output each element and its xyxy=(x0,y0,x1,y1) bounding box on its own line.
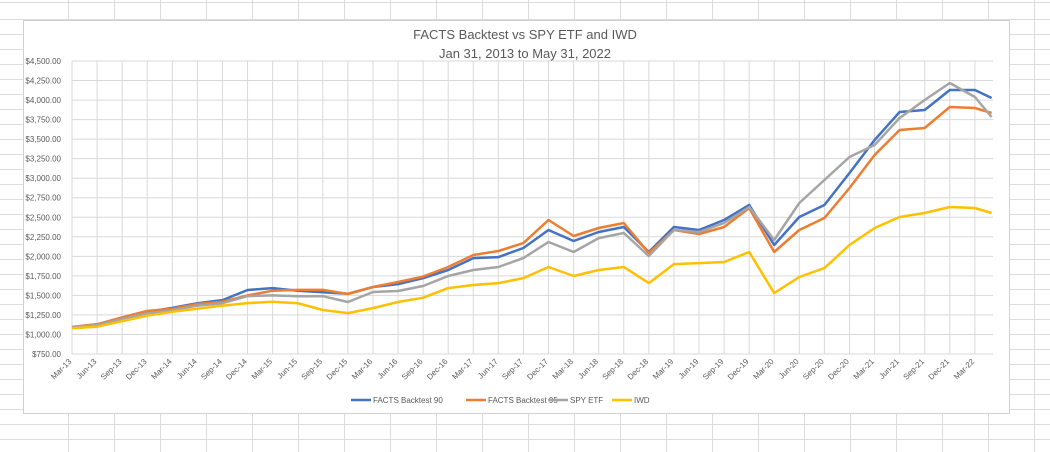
y-tick-label: $1,250.00 xyxy=(25,311,61,320)
x-tick-label: Dec-15 xyxy=(325,357,350,382)
x-tick-label: Dec-17 xyxy=(525,357,550,382)
legend-label: FACTS Backtest 90 xyxy=(373,396,443,405)
y-tick-label: $2,250.00 xyxy=(25,233,61,242)
y-tick-label: $3,250.00 xyxy=(25,155,61,164)
chart-subtitle: Jan 31, 2013 to May 31, 2022 xyxy=(439,46,611,61)
x-tick-label: Sep-17 xyxy=(500,357,525,382)
y-tick-label: $2,000.00 xyxy=(25,252,61,261)
y-tick-label: $2,750.00 xyxy=(25,194,61,203)
x-tick-label: Jun-15 xyxy=(275,357,299,381)
x-tick-label: Dec-20 xyxy=(826,357,851,382)
x-tick-label: Mar-20 xyxy=(751,357,776,382)
y-tick-label: $4,250.00 xyxy=(25,77,61,86)
x-tick-label: Dec-16 xyxy=(425,357,450,382)
x-tick-label: Dec-14 xyxy=(224,357,249,382)
chart-title: FACTS Backtest vs SPY ETF and IWD xyxy=(413,27,637,42)
x-tick-label: Sep-21 xyxy=(902,357,927,382)
legend-item[interactable]: IWD xyxy=(612,396,650,405)
x-tick-label: Dec-18 xyxy=(626,357,651,382)
x-tick-label: Sep-13 xyxy=(99,357,124,382)
y-tick-label: $2,500.00 xyxy=(25,213,61,222)
y-tick-label: $750.00 xyxy=(32,350,61,359)
x-tick-label: Jun-21 xyxy=(877,357,901,381)
x-tick-label: Sep-18 xyxy=(601,357,626,382)
x-tick-label: Dec-19 xyxy=(726,357,751,382)
x-tick-label: Jun-19 xyxy=(677,357,701,381)
y-tick-label: $4,500.00 xyxy=(25,57,61,66)
legend-item[interactable]: SPY ETF xyxy=(548,396,603,405)
x-tick-label: Dec-13 xyxy=(124,357,149,382)
x-tick-label: Dec-21 xyxy=(927,357,952,382)
x-tick-label: Jun-18 xyxy=(576,357,600,381)
x-tick-label: Jun-20 xyxy=(777,357,801,381)
x-tick-label: Jun-16 xyxy=(376,357,400,381)
x-tick-label: Sep-20 xyxy=(801,357,826,382)
y-tick-label: $4,000.00 xyxy=(25,96,61,105)
x-tick-label: Mar-16 xyxy=(350,357,375,382)
x-tick-label: Sep-14 xyxy=(199,357,224,382)
legend-label: IWD xyxy=(634,396,650,405)
x-tick-label: Mar-18 xyxy=(551,357,576,382)
y-tick-label: $3,000.00 xyxy=(25,174,61,183)
x-tick-label: Mar-15 xyxy=(250,357,275,382)
y-tick-label: $1,750.00 xyxy=(25,272,61,281)
x-tick-label: Mar-21 xyxy=(852,357,877,382)
series-line-facts-backtest-90 xyxy=(71,88,993,329)
legend-label: FACTS Backtest 95 xyxy=(488,396,558,405)
x-tick-label: Jun-13 xyxy=(75,357,99,381)
y-tick-label: $1,000.00 xyxy=(25,330,61,339)
series-line-facts-backtest-95 xyxy=(71,105,992,329)
series-line-spy-etf xyxy=(71,81,993,329)
x-tick-label: Sep-19 xyxy=(701,357,726,382)
legend-label: SPY ETF xyxy=(570,396,603,405)
x-tick-label: Mar-22 xyxy=(952,357,977,382)
x-tick-label: Jun-14 xyxy=(175,357,199,381)
x-tick-label: Jun-17 xyxy=(476,357,500,381)
legend-item[interactable]: FACTS Backtest 90 xyxy=(351,396,443,405)
x-tick-label: Sep-16 xyxy=(400,357,425,382)
y-tick-label: $1,500.00 xyxy=(25,291,61,300)
x-tick-label: Mar-14 xyxy=(149,357,174,382)
x-tick-label: Mar-19 xyxy=(651,357,676,382)
y-tick-label: $3,500.00 xyxy=(25,135,61,144)
x-tick-label: Mar-17 xyxy=(450,357,475,382)
x-tick-label: Mar-13 xyxy=(49,357,74,382)
y-tick-label: $3,750.00 xyxy=(25,116,61,125)
series-line-iwd xyxy=(71,205,992,330)
x-tick-label: Sep-15 xyxy=(300,357,325,382)
legend-item[interactable]: FACTS Backtest 95 xyxy=(466,396,558,405)
